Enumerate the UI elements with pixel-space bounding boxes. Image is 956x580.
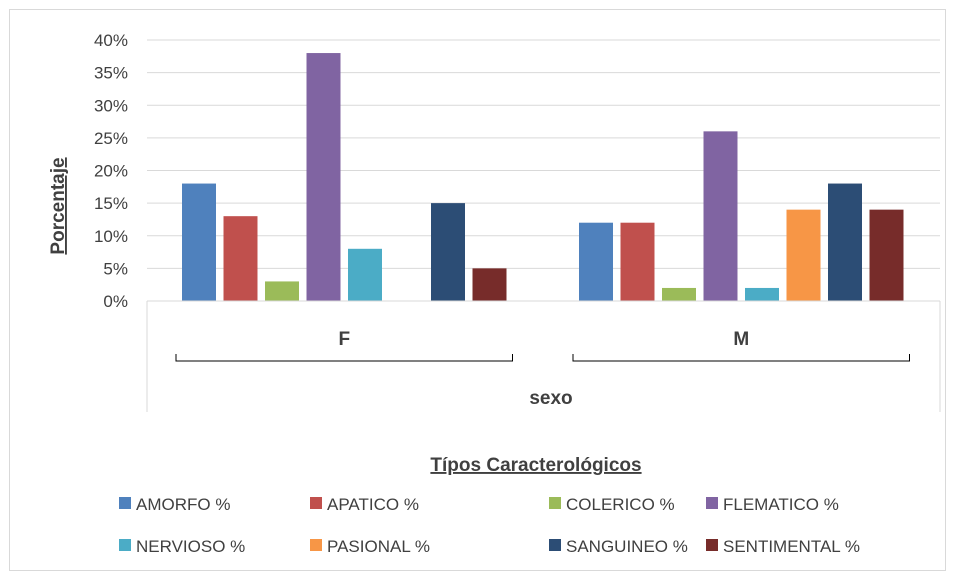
y-tick-label: 20% bbox=[94, 162, 128, 181]
bar-F-sentimental bbox=[472, 268, 507, 301]
y-tick-label: 25% bbox=[94, 129, 128, 148]
legend-label: SANGUINEO % bbox=[566, 537, 688, 556]
y-tick-label: 30% bbox=[94, 96, 128, 115]
legend-swatch bbox=[119, 539, 131, 551]
bar-M-amorfo bbox=[579, 222, 613, 301]
legend-swatch bbox=[549, 497, 561, 509]
bar-F-amorfo bbox=[182, 183, 216, 301]
bar-M-colerico bbox=[662, 287, 696, 301]
bar-M-sentimental bbox=[869, 209, 904, 301]
legend-swatch bbox=[706, 497, 718, 509]
bar-M-apatico bbox=[620, 222, 655, 301]
legend-title: Típos Caracterológicos bbox=[430, 455, 641, 476]
category-bracket bbox=[175, 354, 513, 362]
legend-swatch bbox=[119, 497, 131, 509]
bar-F-flematico bbox=[306, 53, 341, 301]
legend-label: AMORFO % bbox=[136, 495, 230, 514]
legend-label: NERVIOSO % bbox=[136, 537, 245, 556]
category-bracket bbox=[572, 354, 910, 362]
bar-M-nervioso bbox=[745, 287, 779, 301]
bars bbox=[182, 53, 904, 301]
y-tick-label: 0% bbox=[103, 292, 128, 311]
x-category-label: M bbox=[733, 329, 749, 350]
legend-swatch bbox=[310, 497, 322, 509]
bar-F-colerico bbox=[265, 281, 299, 301]
y-axis-title: Porcentaje bbox=[48, 157, 69, 254]
legend-swatch bbox=[706, 539, 718, 551]
legend: AMORFO % APATICO % COLERICO % FLEMATICO % NE… bbox=[119, 495, 860, 556]
x-axis-title: sexo bbox=[529, 388, 572, 409]
y-tick-label: 15% bbox=[94, 194, 128, 213]
y-axis-ticks: 0% 5% 10% 15% 20% 25% 30% 35% 40% bbox=[94, 31, 128, 311]
bar-F-nervioso bbox=[348, 248, 382, 301]
bar-M-flematico bbox=[703, 131, 738, 301]
legend-label: PASIONAL % bbox=[327, 537, 430, 556]
bar-M-pasional bbox=[786, 209, 821, 301]
y-tick-label: 40% bbox=[94, 31, 128, 50]
y-tick-label: 10% bbox=[94, 227, 128, 246]
y-tick-label: 35% bbox=[94, 64, 128, 83]
legend-label: FLEMATICO % bbox=[723, 495, 839, 514]
legend-swatch bbox=[310, 539, 322, 551]
bar-F-sanguineo bbox=[431, 203, 465, 301]
x-category-label: F bbox=[338, 329, 350, 350]
bar-M-sanguineo bbox=[828, 183, 862, 301]
legend-swatch bbox=[549, 539, 561, 551]
y-tick-label: 5% bbox=[103, 259, 128, 278]
legend-label: COLERICO % bbox=[566, 495, 675, 514]
bar-F-apatico bbox=[223, 216, 258, 301]
legend-label: APATICO % bbox=[327, 495, 419, 514]
gridlines bbox=[147, 39, 940, 302]
legend-label: SENTIMENTAL % bbox=[723, 537, 860, 556]
